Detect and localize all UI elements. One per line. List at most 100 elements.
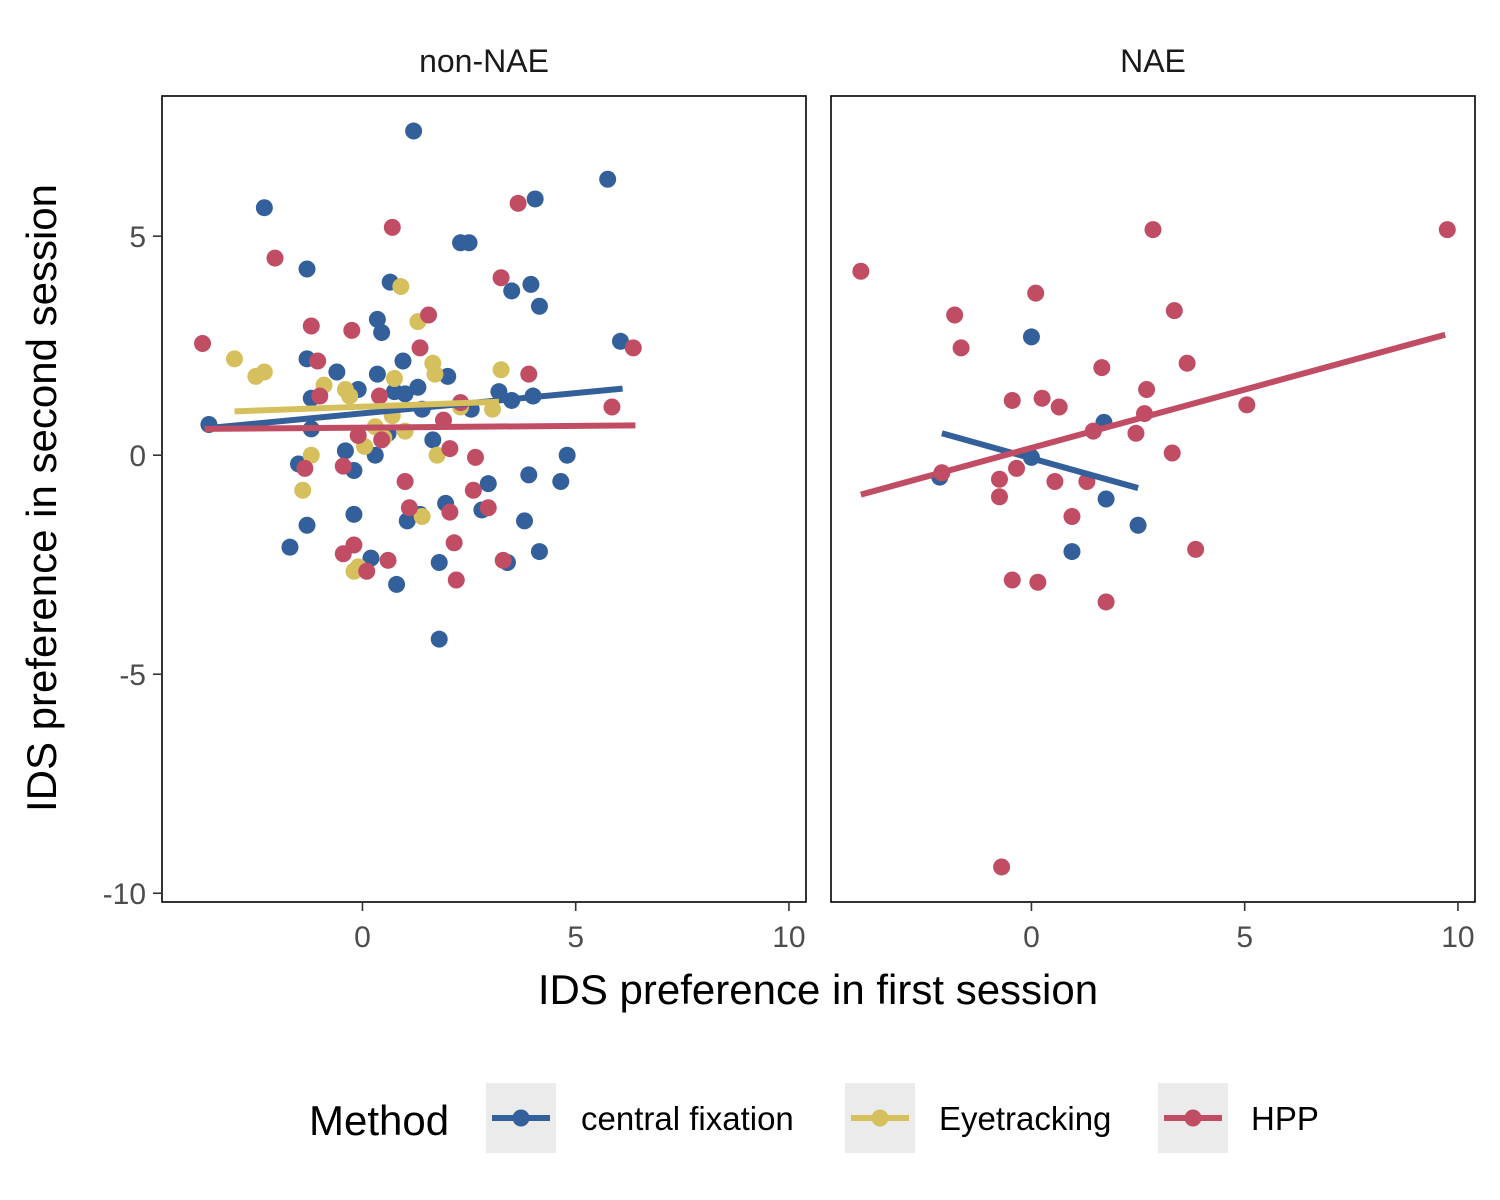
point-central-fixation xyxy=(368,310,386,328)
x-tick-label: 5 xyxy=(1236,921,1253,954)
point-central-fixation xyxy=(479,475,497,493)
panel-1: NAE 0 5 10 xyxy=(830,43,1476,954)
point-hpp xyxy=(396,472,414,490)
point-hpp xyxy=(1008,459,1026,477)
point-hpp xyxy=(1127,424,1145,442)
point-central-fixation xyxy=(345,505,363,523)
fit-line-hpp xyxy=(860,331,1446,498)
point-central-fixation xyxy=(398,512,416,530)
panel-title: non-NAE xyxy=(419,43,549,79)
point-hpp xyxy=(1003,391,1021,409)
point-eyetracking xyxy=(255,363,273,381)
y-axis-title: IDS preference in second session xyxy=(18,184,65,812)
point-central-fixation xyxy=(490,383,508,401)
point-hpp xyxy=(309,352,327,370)
point-central-fixation xyxy=(460,234,478,252)
point-central-fixation xyxy=(611,332,629,350)
fit-line-central-fixation xyxy=(208,385,623,432)
legend-entry-eyetracking: Eyetracking xyxy=(845,1083,1111,1153)
legend-key-point xyxy=(1184,1109,1202,1127)
point-hpp xyxy=(302,317,320,335)
point-hpp xyxy=(494,551,512,569)
point-hpp xyxy=(1238,396,1256,414)
point-central-fixation xyxy=(396,385,414,403)
point-central-fixation xyxy=(373,324,391,342)
point-hpp xyxy=(520,365,538,383)
point-central-fixation xyxy=(552,472,570,490)
point-central-fixation xyxy=(424,431,442,449)
point-hpp xyxy=(492,269,510,287)
x-tick-label: 5 xyxy=(567,921,584,954)
x-tick-label: 0 xyxy=(1023,921,1040,954)
point-hpp xyxy=(441,440,459,458)
point-hpp xyxy=(420,306,438,324)
point-hpp xyxy=(946,306,964,324)
point-hpp xyxy=(334,457,352,475)
point-eyetracking xyxy=(341,387,359,405)
point-central-fixation xyxy=(430,554,448,572)
point-hpp xyxy=(1187,540,1205,558)
point-eyetracking xyxy=(294,481,312,499)
y-tick-label: 0 xyxy=(129,440,146,473)
point-hpp xyxy=(1097,593,1115,611)
point-central-fixation xyxy=(298,260,316,278)
point-central-fixation xyxy=(558,446,576,464)
point-central-fixation xyxy=(516,512,534,530)
point-central-fixation xyxy=(281,538,299,556)
panels-layer: non-NAE 0 5 10 -10 -5 0 5 NAE 0 5 10 xyxy=(103,43,1476,954)
point-eyetracking xyxy=(413,508,431,526)
y-tick-label: -5 xyxy=(119,659,146,692)
point-hpp xyxy=(1178,354,1196,372)
point-eyetracking xyxy=(492,361,510,379)
point-hpp xyxy=(445,534,463,552)
y-tick-label: 5 xyxy=(129,221,146,254)
x-tick-label: 10 xyxy=(772,921,805,954)
point-central-fixation xyxy=(388,575,406,593)
y-tick-label: -10 xyxy=(103,878,146,911)
point-hpp xyxy=(411,339,429,357)
point-central-fixation xyxy=(522,275,540,293)
point-central-fixation xyxy=(255,199,273,217)
point-central-fixation xyxy=(405,122,423,140)
point-hpp xyxy=(852,262,870,280)
point-hpp xyxy=(603,398,621,416)
point-hpp xyxy=(379,551,397,569)
point-hpp xyxy=(1165,302,1183,320)
point-central-fixation xyxy=(503,282,521,300)
point-hpp xyxy=(990,470,1008,488)
point-hpp xyxy=(349,426,367,444)
point-hpp xyxy=(266,249,284,267)
point-hpp xyxy=(1033,389,1051,407)
point-hpp xyxy=(400,499,418,517)
point-hpp xyxy=(1144,221,1162,239)
point-hpp xyxy=(383,218,401,236)
legend-label: HPP xyxy=(1251,1100,1319,1137)
point-central-fixation xyxy=(1097,490,1115,508)
point-hpp xyxy=(373,431,391,449)
point-hpp xyxy=(990,488,1008,506)
legend-label: Eyetracking xyxy=(939,1100,1111,1137)
point-hpp xyxy=(1029,573,1047,591)
legend-entries: central fixation Eyetracking HPP xyxy=(486,1083,1319,1153)
point-eyetracking xyxy=(302,446,320,464)
fit-line-hpp xyxy=(204,422,636,432)
legend-entry-central-fixation: central fixation xyxy=(486,1083,794,1153)
point-hpp xyxy=(1063,508,1081,526)
point-central-fixation xyxy=(328,363,346,381)
legend: Method central fixation Eyetracking HPP xyxy=(309,1083,1319,1153)
point-hpp xyxy=(1163,444,1181,462)
point-hpp xyxy=(993,858,1011,876)
point-eyetracking xyxy=(226,350,244,368)
point-hpp xyxy=(624,339,642,357)
point-central-fixation xyxy=(394,352,412,370)
fit-line-eyetracking xyxy=(234,398,500,415)
point-hpp xyxy=(441,503,459,521)
point-hpp xyxy=(464,481,482,499)
point-central-fixation xyxy=(1129,516,1147,534)
point-hpp xyxy=(358,562,376,580)
point-central-fixation xyxy=(439,367,457,385)
x-axis-title: IDS preference in first session xyxy=(538,966,1098,1013)
legend-entry-hpp: HPP xyxy=(1158,1083,1319,1153)
point-central-fixation xyxy=(526,190,544,208)
